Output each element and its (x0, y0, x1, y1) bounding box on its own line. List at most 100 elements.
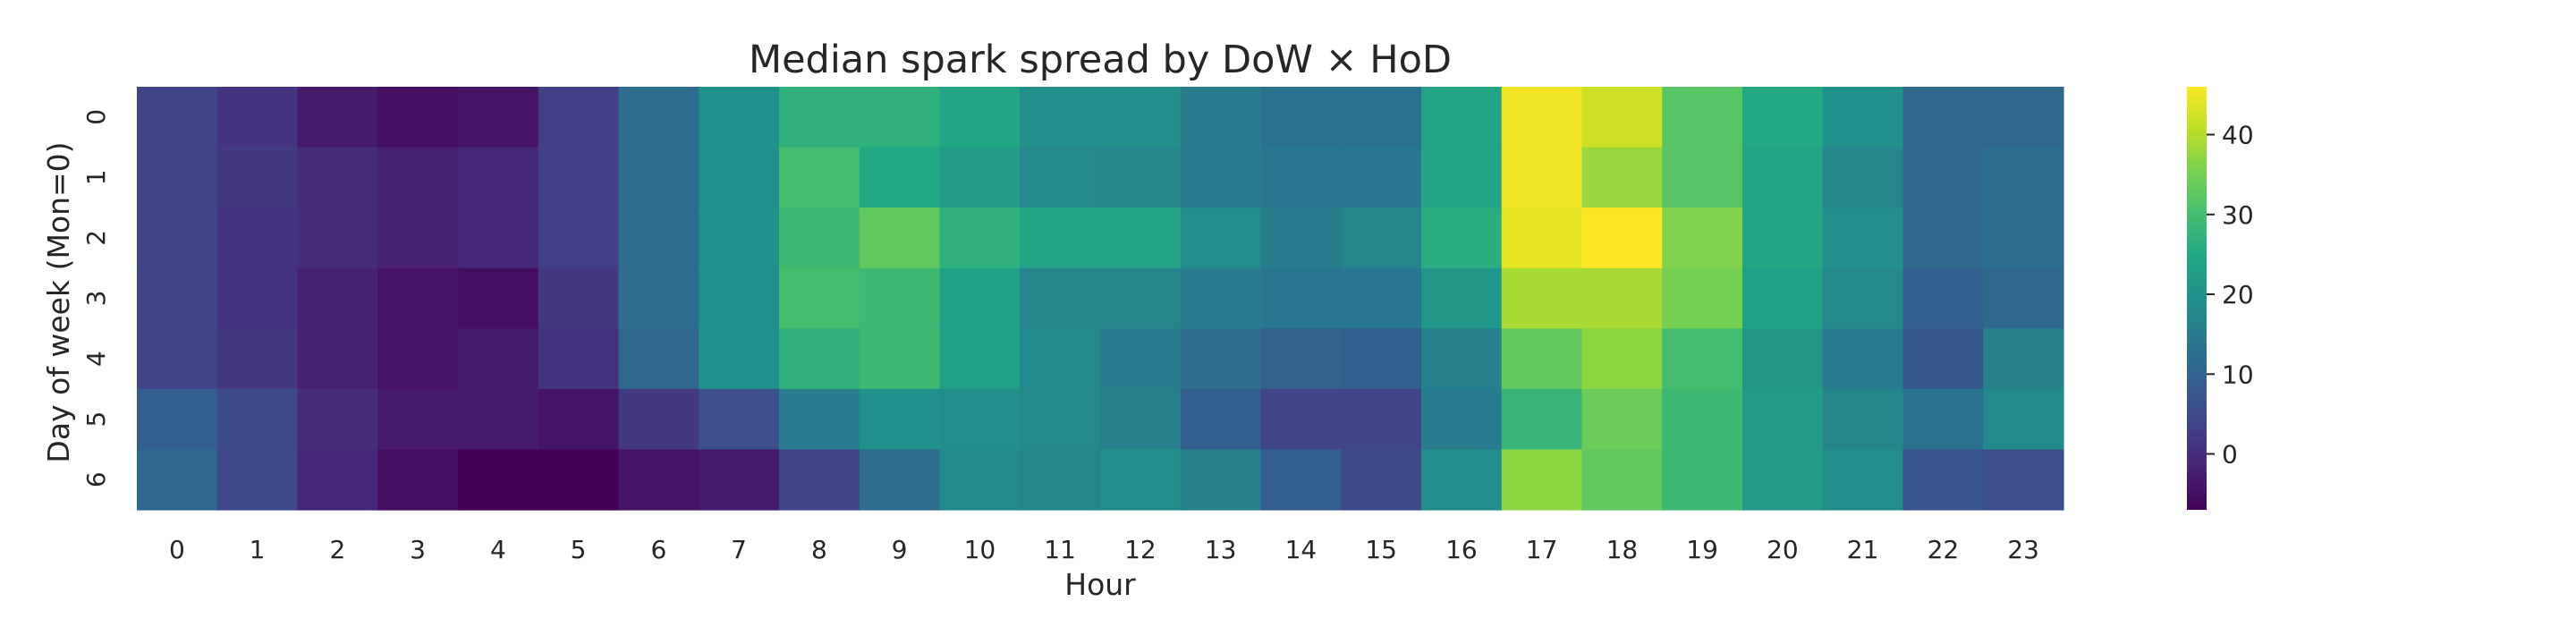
heatmap-cell (1662, 87, 1743, 148)
x-tick-label: 10 (964, 535, 996, 564)
heatmap-cell (939, 328, 1021, 390)
heatmap-cell (859, 208, 941, 269)
heatmap-cell (779, 267, 860, 329)
heatmap-cell (297, 208, 378, 269)
heatmap-cell (1260, 328, 1342, 390)
heatmap-cell (1260, 449, 1342, 511)
heatmap-cell (1421, 87, 1503, 148)
x-tick-label: 11 (1044, 535, 1076, 564)
heatmap-cell (859, 388, 941, 451)
heatmap-cell (1421, 388, 1503, 451)
heatmap-cell (1902, 147, 1984, 208)
heatmap-cell (216, 449, 299, 511)
heatmap-cell (1662, 328, 1743, 390)
heatmap-cell (1902, 208, 1984, 269)
y-tick-label: 3 (81, 291, 111, 307)
heatmap-cell (618, 388, 699, 451)
x-tick-label: 0 (169, 535, 185, 564)
heatmap-cell (1180, 147, 1262, 208)
heatmap-cell (1180, 208, 1262, 269)
heatmap-cell (216, 328, 299, 390)
x-tick-label: 18 (1606, 535, 1639, 564)
heatmap-cell (859, 328, 941, 390)
heatmap-cell (1822, 208, 1904, 269)
heatmap-cell (137, 449, 218, 511)
heatmap-cell (1983, 388, 2064, 451)
y-tick-label: 6 (81, 471, 111, 487)
heatmap-cell (1742, 147, 1824, 208)
heatmap-cell (618, 208, 699, 269)
heatmap-cell (137, 388, 218, 451)
heatmap-cell (1260, 267, 1342, 329)
heatmap-cell (1742, 267, 1824, 329)
heatmap-cell (1581, 449, 1663, 511)
x-tick-label: 4 (490, 535, 506, 564)
heatmap-cell (939, 208, 1021, 269)
heatmap-cell (1341, 449, 1422, 511)
heatmap-cell (1742, 208, 1824, 269)
colorbar-tick-label: 0 (2222, 440, 2238, 470)
heatmap-cell (939, 267, 1021, 329)
y-tick-label: 1 (81, 169, 111, 185)
heatmap-cell (779, 388, 860, 451)
x-tick-label: 8 (811, 535, 827, 564)
heatmap-cell (618, 267, 699, 329)
y-axis-ticks: 0 1 2 3 4 5 6 (81, 109, 111, 487)
y-tick-label: 5 (81, 411, 111, 428)
heatmap-cell (216, 147, 299, 208)
heatmap-cell (1822, 267, 1904, 329)
heatmap-cells (137, 87, 2064, 511)
x-tick-label: 2 (329, 535, 345, 564)
heatmap-cell (297, 147, 378, 208)
x-axis-label: Hour (1064, 567, 1136, 602)
heatmap-cell (1100, 328, 1182, 390)
heatmap-cell (137, 87, 218, 148)
x-tick-label: 6 (650, 535, 666, 564)
heatmap-cell (1421, 328, 1503, 390)
heatmap-cell (1020, 328, 1101, 390)
heatmap-cell (1581, 267, 1663, 329)
heatmap-cell (1581, 328, 1663, 390)
x-axis-ticks: 0 1 2 3 4 5 6 7 8 9 10 11 12 13 14 15 16 17 18 19 20 21 22 23 (169, 535, 2039, 564)
heatmap-cell (859, 147, 941, 208)
heatmap-cell (458, 208, 539, 269)
heatmap-cell (297, 87, 378, 148)
heatmap-cell (699, 267, 780, 329)
heatmap-cell (1260, 147, 1342, 208)
heatmap-cell (699, 328, 780, 390)
heatmap-cell (1501, 208, 1583, 269)
x-tick-label: 14 (1285, 535, 1318, 564)
heatmap-cell (1822, 328, 1904, 390)
heatmap-cell (1100, 87, 1182, 148)
heatmap-cell (216, 267, 299, 329)
heatmap-cell (1501, 328, 1583, 390)
heatmap-cell (939, 147, 1021, 208)
heatmap-cell (538, 328, 620, 390)
heatmap-cell (1581, 147, 1663, 208)
heatmap-cell (1662, 388, 1743, 451)
heatmap-cell (779, 208, 860, 269)
heatmap-cell (1581, 388, 1663, 451)
heatmap-cell (538, 87, 620, 148)
heatmap-cell (1742, 388, 1824, 451)
x-tick-label: 23 (2007, 535, 2039, 564)
heatmap-cell (1501, 267, 1583, 329)
heatmap-cell (458, 267, 539, 329)
colorbar-tick-label: 20 (2222, 280, 2254, 309)
heatmap-cell (137, 208, 218, 269)
x-tick-label: 12 (1124, 535, 1157, 564)
heatmap-cell (377, 328, 459, 390)
heatmap-cell (859, 267, 941, 329)
heatmap-cell (377, 87, 459, 148)
heatmap-cell (1341, 267, 1422, 329)
heatmap-cell (939, 388, 1021, 451)
heatmap-cell (1100, 449, 1182, 511)
y-tick-label: 4 (81, 351, 111, 367)
heatmap-cell (1662, 449, 1743, 511)
heatmap-cell (1902, 87, 1984, 148)
x-tick-label: 22 (1928, 535, 1960, 564)
heatmap-cell (1822, 449, 1904, 511)
heatmap-cell (458, 328, 539, 390)
colorbar-tick-label: 30 (2222, 200, 2254, 230)
